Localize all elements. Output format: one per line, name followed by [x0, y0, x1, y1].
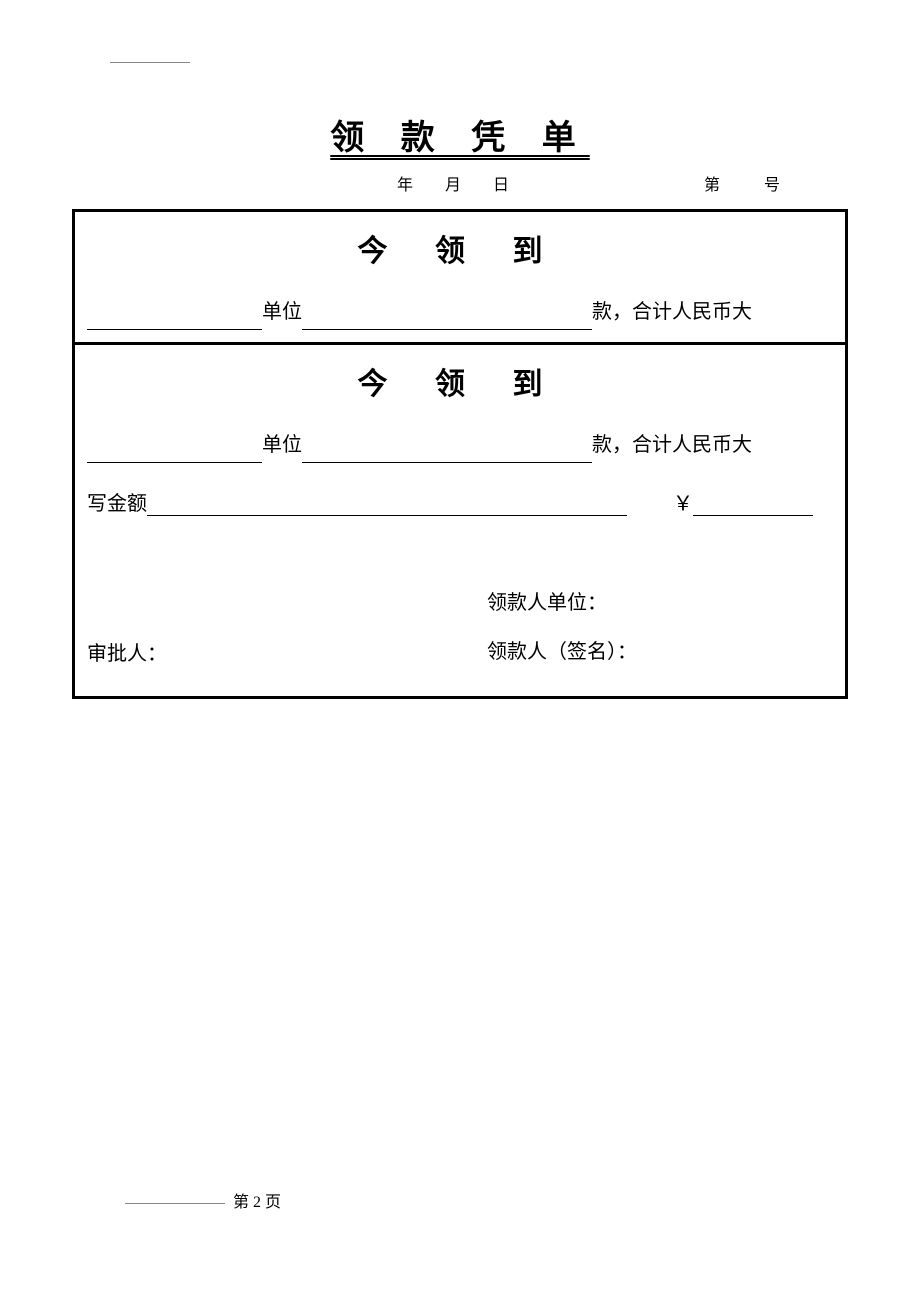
- page-footer: 第 2 页: [125, 1188, 281, 1212]
- blank-amount-words[interactable]: [147, 515, 627, 516]
- footer-hairline: [125, 1203, 225, 1204]
- top-hairline: [110, 62, 190, 63]
- payment-suffix: 款，合计人民币大: [592, 301, 752, 323]
- payer-line: 单位 款，合计人民币大: [87, 427, 833, 463]
- blank-payer-name[interactable]: [302, 462, 592, 463]
- blank-payer-name[interactable]: [302, 329, 592, 330]
- receipt-form-box: 今 领 到 单位款，合计人民币大 今 领 到 单位款，合计人民币大 写金额 ￥ …: [72, 209, 848, 699]
- page-number: 第 2 页: [233, 1194, 281, 1211]
- section-heading: 今 领 到: [87, 359, 833, 403]
- blank-payer-prefix[interactable]: [87, 462, 262, 463]
- document-title: 领 款 凭 单: [0, 110, 920, 159]
- section-1: 今 领 到 单位 款，合计人民币大: [75, 212, 845, 345]
- section-2: 今 领 到 单位 款，合计人民币大 写金额 ￥ 领款人单位： 领款人（签名）： 审…: [75, 345, 845, 696]
- serial-label: 第 号: [704, 171, 800, 195]
- document-header: 领 款 凭 单 年 月 日 第 号: [0, 0, 920, 201]
- approver-label: 审批人：: [87, 637, 167, 666]
- amount-prefix: 写金额: [87, 493, 147, 515]
- amount-line: 写金额 ￥: [87, 487, 833, 516]
- currency-symbol: ￥: [673, 493, 693, 515]
- unit-label: 单位: [262, 434, 302, 456]
- blank-payer-prefix[interactable]: [87, 329, 262, 330]
- unit-label: 单位: [262, 301, 302, 323]
- section-heading: 今 领 到: [87, 226, 833, 270]
- date-label: 年 月 日: [397, 171, 523, 195]
- signature-block: 领款人单位： 领款人（签名）： 审批人：: [87, 586, 833, 676]
- payer-line: 单位 款，合计人民币大: [87, 294, 833, 330]
- payment-suffix: 款，合计人民币大: [592, 434, 752, 456]
- date-serial-row: 年 月 日 第 号: [0, 171, 920, 201]
- payee-sign-label: 领款人（签名）：: [487, 635, 637, 664]
- blank-amount-number[interactable]: [693, 515, 813, 516]
- payee-column: 领款人单位： 领款人（签名）：: [487, 586, 637, 684]
- payee-unit-label: 领款人单位：: [487, 586, 637, 615]
